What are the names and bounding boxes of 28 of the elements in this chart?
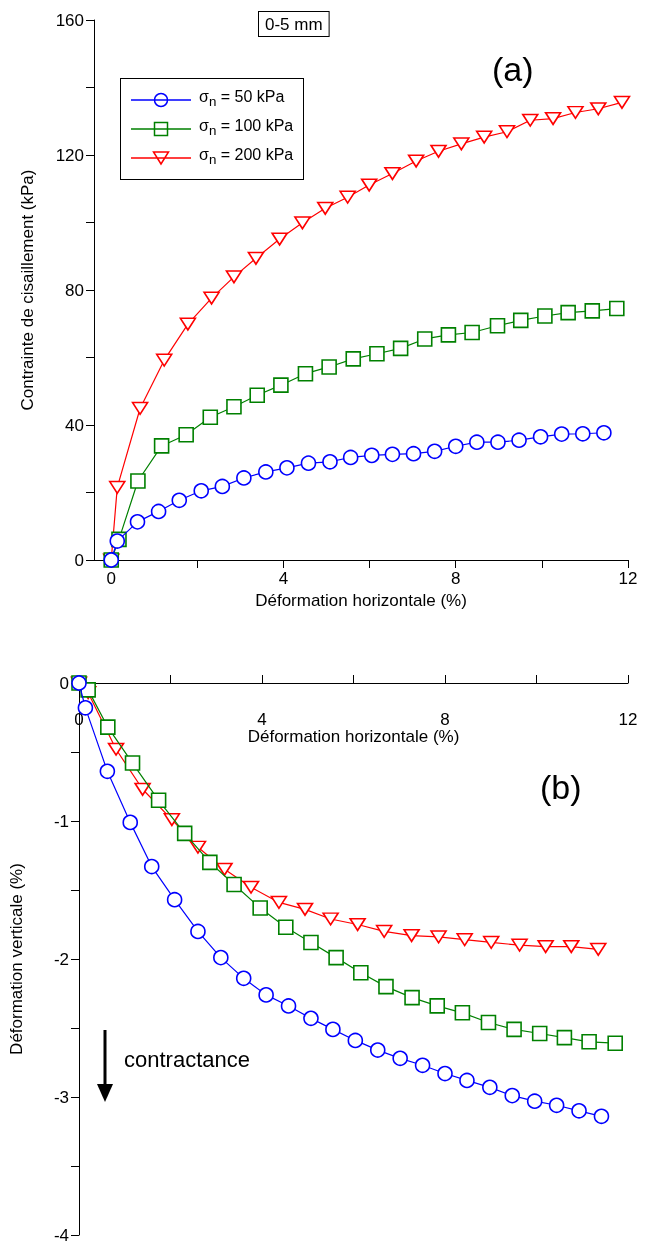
annotation: (a): [492, 50, 534, 88]
x-tick-label: 4: [278, 569, 289, 588]
annotation: (b): [540, 768, 582, 806]
y-tick-label: 120: [55, 145, 84, 165]
x-tick-label: 4: [257, 710, 267, 729]
y-tick-label: 0: [59, 673, 69, 693]
legend-label: σ$_{n}$ = 200 kPa: [199, 145, 294, 170]
y-tick-label: -3: [53, 1087, 69, 1107]
x-tick-label: 12: [618, 710, 638, 729]
x-tick-label: 12: [618, 569, 638, 588]
x-tick-label: 8: [451, 569, 461, 588]
annotation: 0-5 mm: [265, 15, 323, 34]
x-axis-title: Déformation horizontale (%): [255, 591, 467, 610]
y-axis-title: Déformation verticale (%): [7, 863, 26, 1055]
x-axis-title: Déformation horizontale (%): [247, 727, 460, 746]
y-tick-label: -2: [53, 949, 69, 969]
y-tick-label: 80: [65, 280, 84, 300]
y-tick-label: -1: [53, 811, 69, 831]
y-tick-label: -4: [53, 1225, 69, 1245]
y-axis-title: Contrainte de cisaillement (kPa): [18, 169, 37, 411]
y-tick-label: 0: [74, 550, 84, 570]
y-tick-label: 40: [65, 415, 84, 435]
legend-label: σ$_{n}$ = 100 kPa: [199, 116, 294, 141]
x-tick-label: 8: [440, 710, 450, 729]
y-tick-label: 160: [55, 10, 84, 30]
annotation: contractance: [124, 1046, 250, 1072]
x-tick-label: 0: [106, 569, 116, 588]
legend-label: σ$_{n}$ = 50 kPa: [199, 87, 285, 112]
